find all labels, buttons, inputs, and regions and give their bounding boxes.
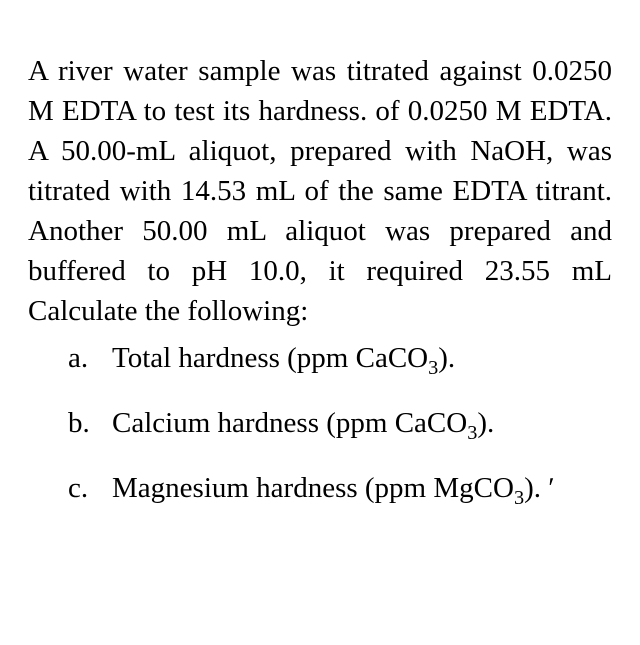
item-body: Calcium hardness (ppm CaCO3). [112, 404, 612, 443]
subscript: 3 [514, 487, 524, 509]
item-label: a. [68, 339, 112, 378]
question-items: a. Total hardness (ppm CaCO3). b. Calciu… [28, 339, 612, 508]
item-text-suffix: ). ʹ [524, 472, 555, 504]
item-b: b. Calcium hardness (ppm CaCO3). [68, 404, 612, 443]
item-text-suffix: ). [438, 342, 455, 374]
question-stem: A river water sample was titrated agains… [28, 51, 612, 331]
item-text-prefix: Total hardness (ppm CaCO [112, 342, 428, 374]
item-a: a. Total hardness (ppm CaCO3). [68, 339, 612, 378]
item-label: c. [68, 469, 112, 508]
item-body: Magnesium hardness (ppm MgCO3). ʹ [112, 469, 612, 508]
item-text-prefix: Calcium hardness (ppm CaCO [112, 407, 467, 439]
item-text-suffix: ). [477, 407, 494, 439]
subscript: 3 [467, 422, 477, 444]
item-body: Total hardness (ppm CaCO3). [112, 339, 612, 378]
question-page: A river water sample was titrated agains… [0, 0, 640, 555]
subscript: 3 [428, 357, 438, 379]
item-c: c. Magnesium hardness (ppm MgCO3). ʹ [68, 469, 612, 508]
item-label: b. [68, 404, 112, 443]
item-text-prefix: Magnesium hardness (ppm MgCO [112, 472, 514, 504]
